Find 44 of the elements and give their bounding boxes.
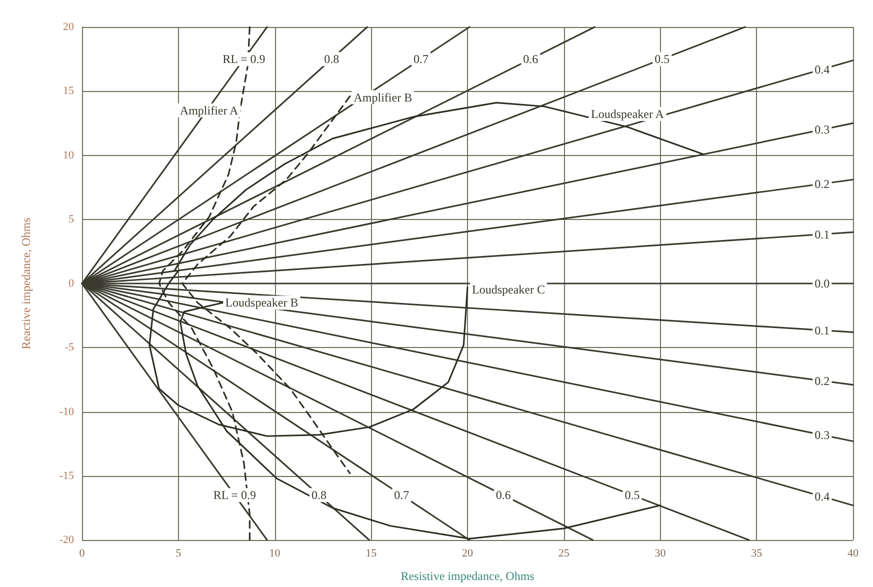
series-label: 0.5 bbox=[624, 488, 640, 502]
y-tick-label: 10 bbox=[63, 149, 74, 162]
y-tick-label: -5 bbox=[64, 342, 74, 354]
y-tick-label: 20 bbox=[63, 21, 74, 33]
x-tick-label: 15 bbox=[366, 548, 378, 560]
x-tick-label: 10 bbox=[269, 548, 281, 560]
series-label: 0.4 bbox=[814, 62, 830, 76]
x-tick-label: 30 bbox=[654, 548, 666, 560]
series-label: 0.5 bbox=[654, 52, 670, 66]
series-label: 0.2 bbox=[814, 374, 830, 388]
series-label: 0.7 bbox=[414, 52, 428, 66]
series-label: 0.6 bbox=[496, 488, 511, 502]
series-label: RL = 0.9 bbox=[222, 52, 266, 66]
series-label: RL = 0.9 bbox=[213, 488, 256, 502]
series-label: 0.8 bbox=[311, 488, 326, 502]
x-axis-title: Resistive impedance, Ohms bbox=[400, 569, 535, 583]
series-label: 0.1 bbox=[814, 323, 830, 338]
y-tick-label: -15 bbox=[59, 470, 74, 482]
series-label: 0.6 bbox=[523, 52, 538, 66]
series-label: Loudspeaker C bbox=[472, 282, 545, 296]
series-label: 0.3 bbox=[814, 428, 830, 442]
y-tick-label: 0 bbox=[68, 278, 74, 290]
x-tick-label: 35 bbox=[751, 548, 763, 560]
series-label: Amplifier A bbox=[180, 103, 239, 118]
series-label: 0.2 bbox=[814, 176, 830, 191]
y-tick-label: -10 bbox=[59, 406, 74, 418]
series-label: Loudspeaker A bbox=[590, 107, 664, 122]
series-label: 0.1 bbox=[814, 227, 830, 242]
series-label: Amplifier B bbox=[354, 90, 412, 104]
series-label: 0.3 bbox=[814, 122, 830, 137]
series-label: 0.4 bbox=[814, 490, 830, 504]
y-axis-title: Reactive impedance, Ohms bbox=[19, 217, 33, 350]
y-tick-label: -20 bbox=[59, 534, 74, 546]
series-label: 0.7 bbox=[394, 488, 410, 502]
y-tick-label: 5 bbox=[68, 213, 74, 226]
x-tick-label: 20 bbox=[462, 548, 474, 560]
series-label: 0.0 bbox=[814, 276, 830, 290]
x-tick-label: 5 bbox=[176, 548, 182, 560]
y-tick-label: 15 bbox=[63, 85, 74, 98]
x-tick-label: 40 bbox=[848, 548, 859, 560]
x-tick-label: 25 bbox=[558, 548, 570, 560]
series-label: Loudspeaker B bbox=[225, 296, 298, 310]
series-label: 0.8 bbox=[324, 52, 340, 66]
x-tick-label: 0 bbox=[79, 548, 86, 560]
